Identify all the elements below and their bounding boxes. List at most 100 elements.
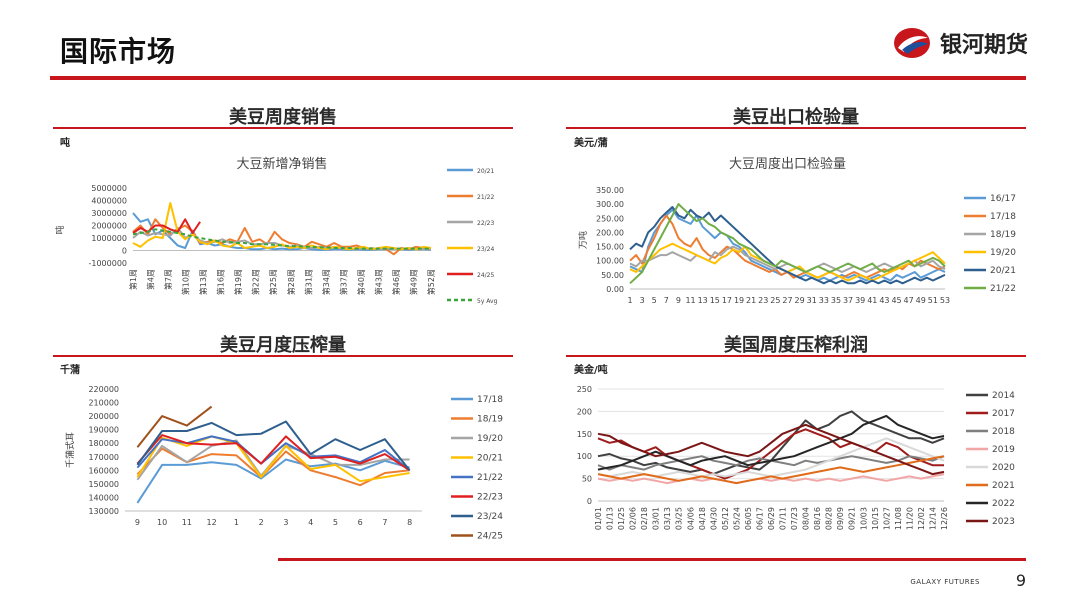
x-tick-label: 02/18 (640, 507, 649, 530)
y-tick-label: 4000000 (91, 197, 127, 206)
legend-label: 2019 (992, 445, 1015, 455)
legend-label: 2022 (992, 499, 1015, 509)
series-line-21-22 (629, 203, 946, 285)
x-tick-label: 第10周 (181, 269, 191, 295)
x-tick-label: 09/21 (848, 507, 857, 530)
x-tick-label: 第40周 (356, 269, 366, 295)
x-tick-label: 7 (664, 296, 669, 305)
x-tick-label: 05/12 (721, 507, 730, 530)
y-tick-label: 0 (122, 247, 127, 256)
x-tick-label: 第37周 (338, 269, 348, 295)
x-tick-label: 第19周 (233, 269, 243, 295)
legend-label: 18/19 (477, 415, 503, 425)
x-tick-label: 03/01 (652, 507, 661, 530)
series-line-24-25 (136, 405, 213, 448)
x-tick-label: 第52周 (426, 269, 436, 295)
legend-label: 17/18 (990, 212, 1016, 222)
x-tick-label: 13 (698, 296, 708, 305)
x-tick-label: 4 (308, 518, 313, 527)
x-tick-label: 39 (855, 296, 865, 305)
series-line-2017 (597, 428, 944, 480)
x-tick-label: 45 (891, 296, 901, 305)
x-tick-label: 09/09 (836, 507, 845, 530)
series-line-5y-Avg (132, 228, 431, 250)
x-tick-label: 第22周 (251, 269, 261, 295)
x-tick-label: 08/28 (825, 507, 834, 530)
x-tick-label: 12/26 (940, 507, 949, 530)
x-tick-label: 9 (676, 296, 681, 305)
chart-title: 大豆新增净销售 (236, 156, 327, 172)
unit-label-inspection: 美元/蒲 (574, 138, 608, 149)
y-tick-label: 140000 (88, 493, 119, 502)
legend-label: 24/25 (477, 272, 494, 279)
y-tick-label: 250 (577, 385, 592, 394)
x-tick-label: 1 (234, 518, 239, 527)
x-tick-label: 07/11 (779, 507, 788, 530)
y-tick-label: 0 (587, 497, 592, 506)
series-line-17-18 (136, 458, 410, 504)
y-tick-label: 100.00 (596, 257, 624, 266)
y-tick-label: 1000000 (91, 234, 127, 243)
x-tick-label: 43 (879, 296, 889, 305)
legend-label: 2021 (992, 481, 1015, 491)
panel-divider-sales (53, 127, 513, 129)
unit-label-margin: 美金/吨 (574, 365, 608, 376)
legend-label: 21/22 (990, 284, 1016, 294)
x-tick-label: 8 (407, 518, 412, 527)
panel-title-inspection: 美豆出口检验量 (733, 107, 859, 128)
y-tick-label: 200.00 (596, 228, 624, 237)
x-tick-label: 04/06 (686, 507, 695, 530)
x-tick-label: 19 (734, 296, 744, 305)
legend-label: 24/25 (477, 532, 503, 542)
legend-label: 23/24 (477, 246, 494, 253)
x-tick-label: 51 (928, 296, 938, 305)
x-tick-label: 10/27 (882, 507, 891, 530)
legend-label: 20/21 (477, 454, 503, 464)
x-tick-label: 5 (333, 518, 338, 527)
x-tick-label: 第7周 (163, 269, 173, 290)
x-tick-label: 第13周 (198, 269, 208, 295)
x-tick-label: 47 (904, 296, 914, 305)
y-tick-label: 190000 (88, 426, 119, 435)
series-line-2022 (597, 414, 945, 471)
y-tick-label: 170000 (88, 453, 119, 462)
x-tick-label: 49 (916, 296, 926, 305)
x-tick-label: 第16周 (216, 269, 226, 295)
y-tick-label: 160000 (88, 466, 119, 475)
series-line-20-21 (629, 206, 946, 285)
x-tick-label: 06/17 (755, 507, 764, 530)
x-tick-label: 25 (770, 296, 780, 305)
panel-divider-crush (53, 355, 513, 357)
y-tick-label: 210000 (88, 399, 119, 408)
x-tick-label: 01/13 (606, 507, 615, 530)
y-tick-label: 100 (577, 452, 592, 461)
legend-label: 21/22 (477, 194, 494, 201)
series-line-2023 (597, 423, 945, 476)
x-tick-label: 1 (627, 296, 632, 305)
legend-label: 19/20 (477, 434, 503, 444)
legend-label: 18/19 (990, 230, 1016, 240)
x-tick-label: 53 (940, 296, 950, 305)
y-tick-label: -1000000 (88, 259, 127, 268)
x-tick-label: 11/08 (894, 507, 903, 530)
x-tick-label: 第34周 (321, 269, 331, 295)
legend-label: 20/21 (477, 168, 494, 175)
y-tick-label: 150000 (88, 480, 119, 489)
x-tick-label: 06/29 (767, 507, 776, 530)
x-tick-label: 01/25 (617, 507, 626, 530)
x-tick-label: 03/25 (675, 507, 684, 530)
x-tick-label: 11 (685, 296, 695, 305)
x-tick-label: 3 (283, 518, 288, 527)
legend-label: 2017 (992, 409, 1015, 419)
x-tick-label: 12/02 (917, 507, 926, 530)
series-line-23-24 (132, 202, 432, 251)
series-line-22-23 (136, 434, 411, 472)
legend-label: 23/24 (477, 512, 503, 522)
legend-label: 22/23 (477, 493, 503, 503)
x-tick-label: 7 (382, 518, 387, 527)
legend-label: 19/20 (990, 248, 1016, 258)
x-tick-label: 6 (358, 518, 363, 527)
x-tick-label: 23 (758, 296, 768, 305)
y-axis-label: 千蒲式耳 (64, 432, 76, 468)
